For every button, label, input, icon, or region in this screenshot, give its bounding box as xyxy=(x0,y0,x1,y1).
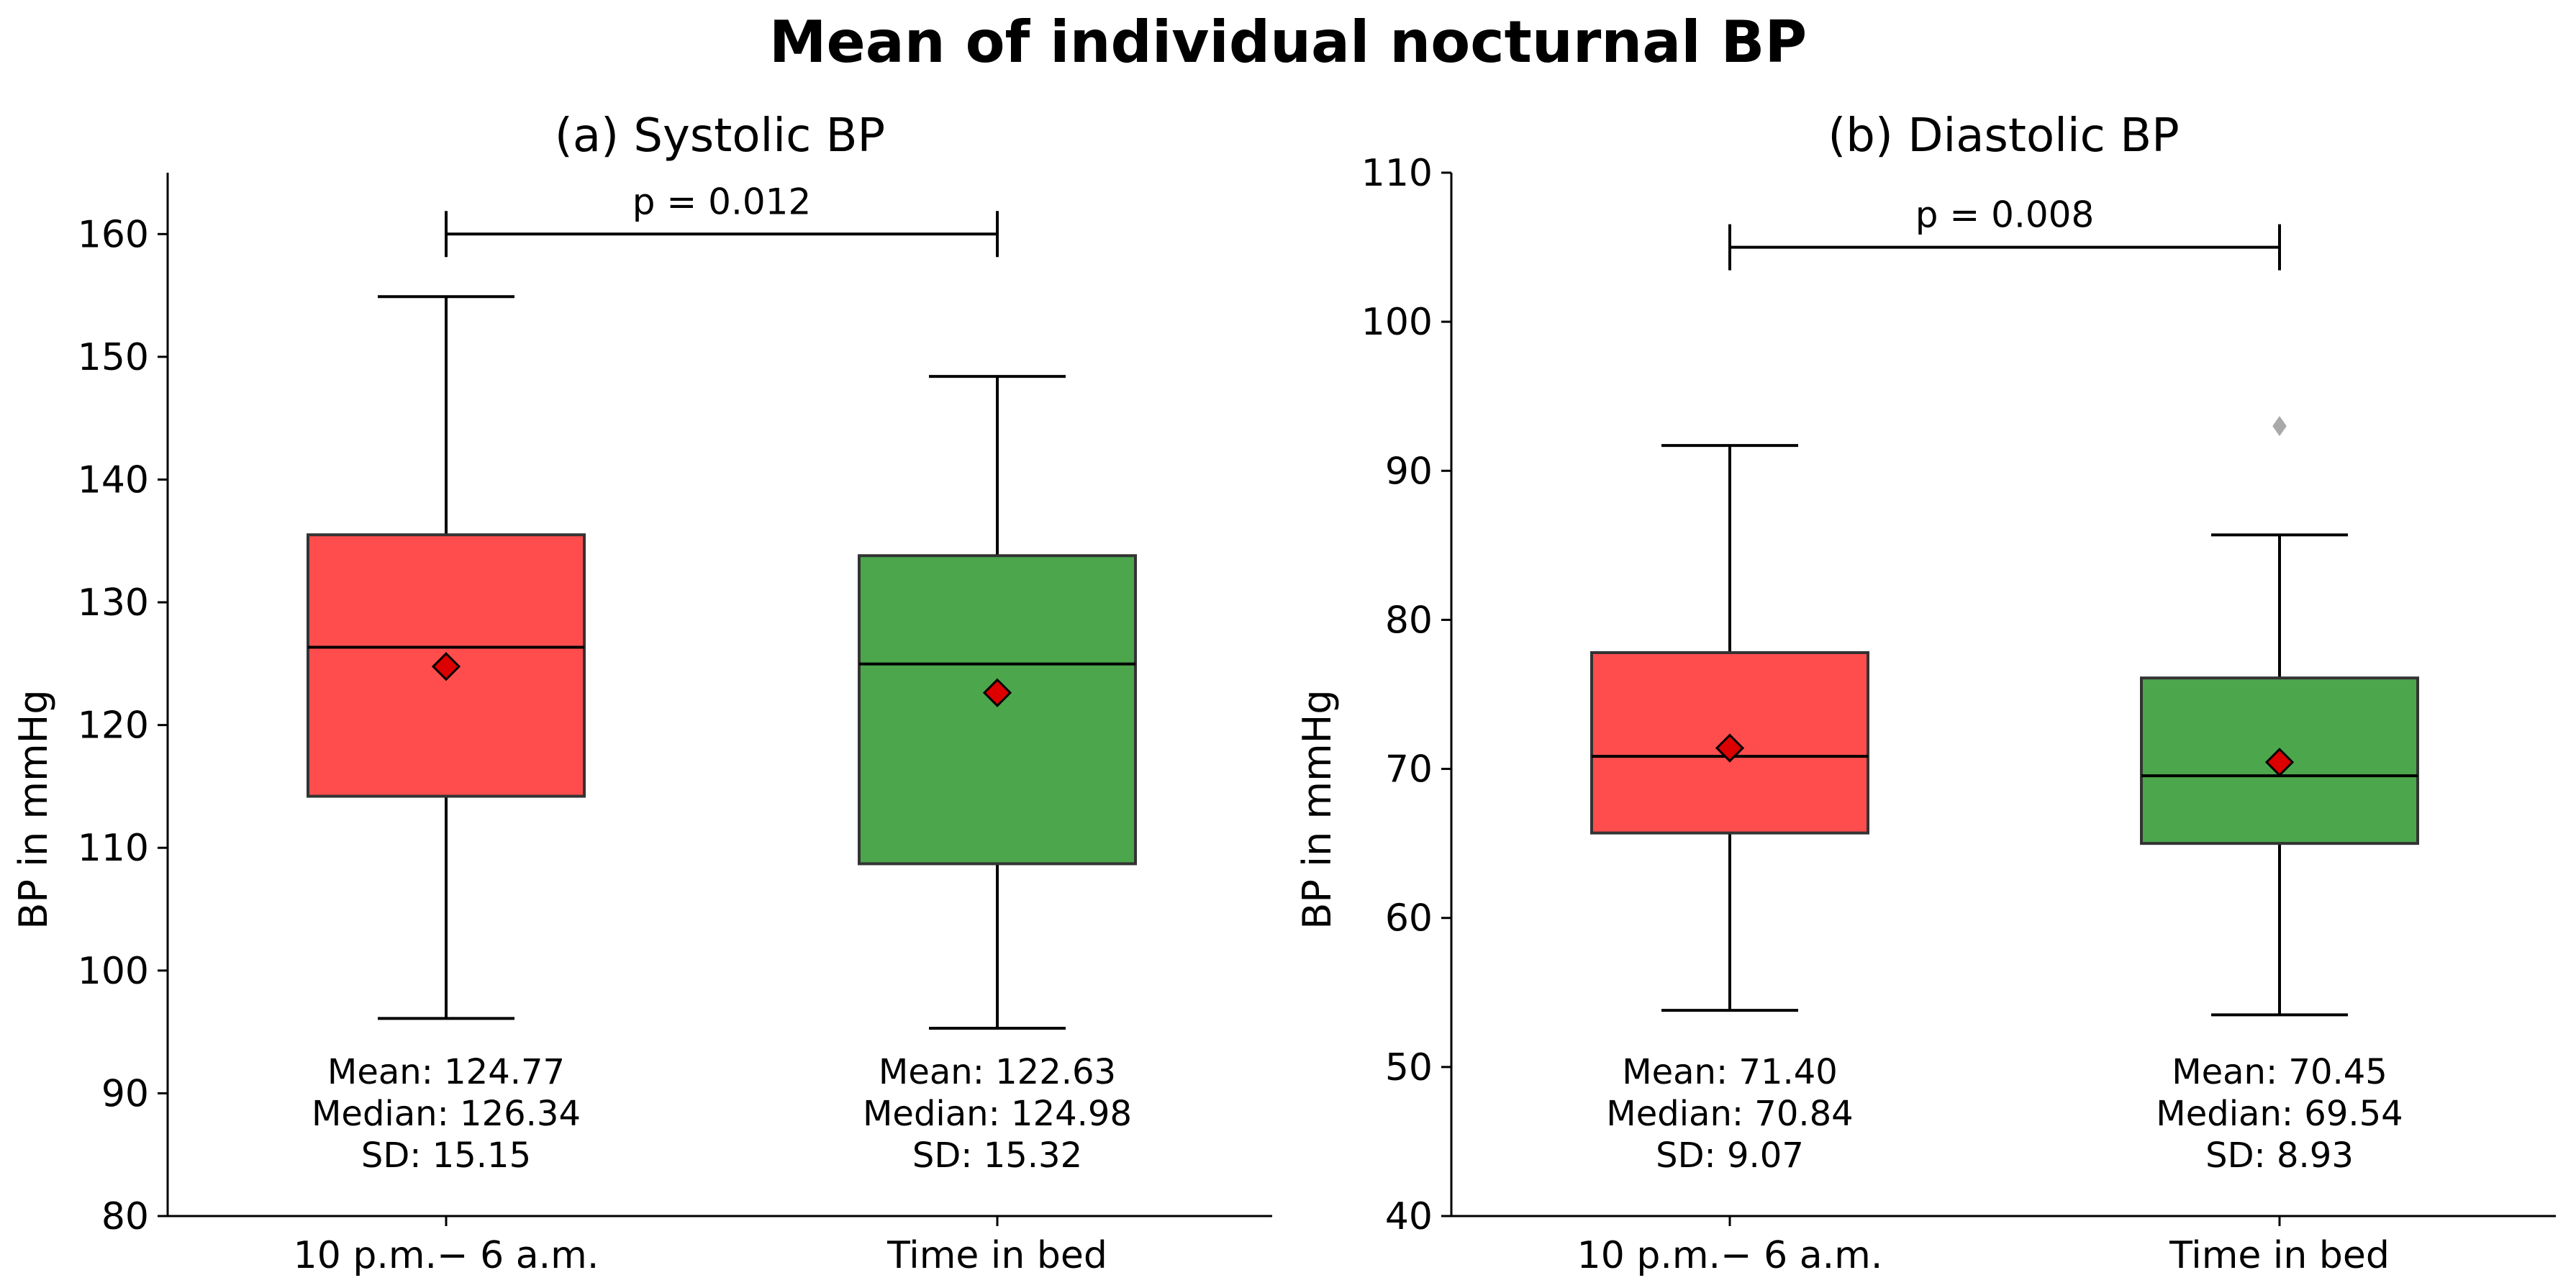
mean-marker-diastolic-clock xyxy=(1715,733,1745,763)
x-tick-label-systolic: Time in bed xyxy=(886,1234,1107,1277)
stats-label-diastolic-clock: Mean: 71.40 xyxy=(1622,1052,1838,1092)
y-tick-label-diastolic: 60 xyxy=(1385,897,1433,940)
y-tick-label-systolic: 150 xyxy=(78,336,149,379)
panel-title-diastolic: (b) Diastolic BP xyxy=(1828,109,2179,163)
stats-label-diastolic-clock: Median: 70.84 xyxy=(1606,1094,1853,1134)
y-tick-label-systolic: 140 xyxy=(78,458,149,502)
figure-title: Mean of individual nocturnal BP xyxy=(769,9,1807,76)
stats-label-systolic-clock: Median: 126.34 xyxy=(312,1094,581,1134)
y-tick-label-diastolic: 40 xyxy=(1385,1195,1433,1238)
stats-label-diastolic-bed: Mean: 70.45 xyxy=(2172,1052,2387,1092)
panel-title-systolic: (a) Systolic BP xyxy=(555,109,885,163)
x-tick-label-systolic: 10 p.m.− 6 a.m. xyxy=(294,1234,599,1277)
y-tick-label-diastolic: 100 xyxy=(1361,301,1433,344)
y-tick-label-systolic: 120 xyxy=(78,704,149,748)
stats-label-systolic-bed: SD: 15.32 xyxy=(912,1135,1082,1176)
p-value-label-systolic: p = 0.012 xyxy=(632,181,812,222)
mean-marker-systolic-clock xyxy=(431,652,461,681)
p-value-label-diastolic: p = 0.008 xyxy=(1915,194,2095,236)
y-tick-label-systolic: 130 xyxy=(78,581,149,625)
y-tick-label-systolic: 160 xyxy=(78,213,149,256)
stats-label-systolic-bed: Median: 124.98 xyxy=(863,1094,1132,1134)
box-systolic-bed xyxy=(858,554,1137,866)
y-tick-label-diastolic: 110 xyxy=(1361,152,1433,195)
stats-label-diastolic-clock: SD: 9.07 xyxy=(1656,1135,1804,1176)
y-tick-label-diastolic: 90 xyxy=(1385,450,1433,493)
y-tick-label-diastolic: 80 xyxy=(1385,599,1433,642)
outlier-diastolic-bed xyxy=(2272,416,2287,437)
x-tick-label-diastolic: Time in bed xyxy=(2169,1234,2390,1277)
y-tick-label-systolic: 80 xyxy=(101,1195,149,1238)
y-tick-label-diastolic: 50 xyxy=(1385,1046,1433,1089)
y-tick-label-systolic: 100 xyxy=(78,950,149,993)
y-axis-label-diastolic: BP in mmHg xyxy=(1294,689,1340,929)
mean-marker-diastolic-bed xyxy=(2264,748,2295,777)
y-tick-label-systolic: 110 xyxy=(78,827,149,870)
y-tick-label-systolic: 90 xyxy=(101,1072,149,1115)
stats-label-diastolic-bed: SD: 8.93 xyxy=(2205,1135,2354,1176)
x-tick-label-diastolic: 10 p.m.− 6 a.m. xyxy=(1577,1234,1883,1277)
stats-label-systolic-bed: Mean: 122.63 xyxy=(879,1052,1116,1092)
stats-label-systolic-clock: Mean: 124.77 xyxy=(327,1052,565,1092)
y-tick-label-diastolic: 70 xyxy=(1385,748,1433,792)
stats-label-diastolic-bed: Median: 69.54 xyxy=(2156,1094,2403,1134)
mean-marker-systolic-bed xyxy=(982,678,1012,707)
stats-label-systolic-clock: SD: 15.15 xyxy=(361,1135,531,1176)
y-axis-label-systolic: BP in mmHg xyxy=(11,689,56,929)
